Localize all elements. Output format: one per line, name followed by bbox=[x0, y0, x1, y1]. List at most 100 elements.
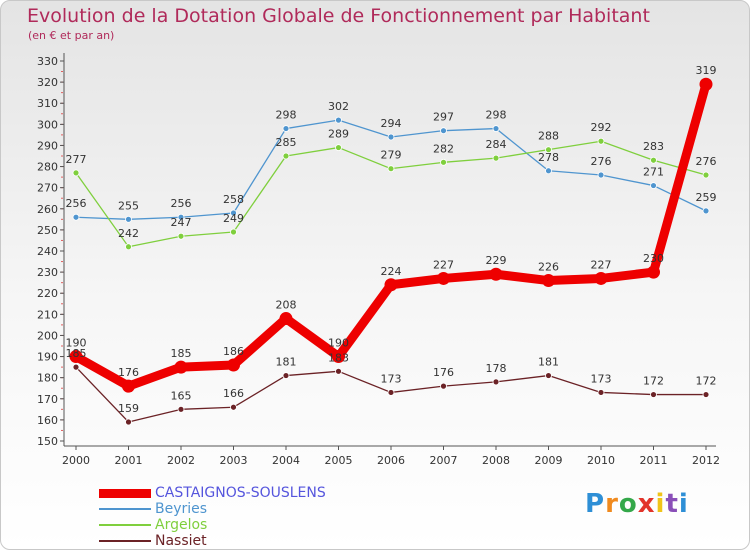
data-point-castaignos-souslens bbox=[542, 274, 555, 288]
data-label-beyries: 271 bbox=[643, 166, 664, 179]
data-point-beyries bbox=[177, 213, 185, 221]
legend-label: Argelos bbox=[155, 517, 208, 533]
data-label-castaignos-souslens: 319 bbox=[696, 64, 717, 77]
y-tick-label: 210 bbox=[37, 308, 58, 321]
data-point-argelos bbox=[387, 165, 395, 173]
data-label-argelos: 283 bbox=[643, 140, 664, 153]
data-point-argelos bbox=[72, 169, 80, 177]
data-point-nassiet bbox=[650, 391, 657, 398]
x-tick-label: 2007 bbox=[430, 454, 458, 467]
data-point-nassiet bbox=[282, 372, 290, 379]
data-point-beyries bbox=[72, 213, 80, 221]
data-label-beyries: 256 bbox=[171, 197, 192, 210]
data-label-nassiet: 173 bbox=[591, 372, 612, 385]
y-tick-label: 260 bbox=[37, 203, 58, 216]
legend-swatch bbox=[99, 489, 151, 498]
data-point-argelos bbox=[125, 243, 132, 251]
data-point-nassiet bbox=[702, 391, 710, 398]
data-label-nassiet: 159 bbox=[118, 402, 139, 415]
data-point-beyries bbox=[492, 125, 500, 132]
data-label-beyries: 298 bbox=[276, 109, 297, 122]
data-label-beyries: 255 bbox=[118, 199, 139, 212]
data-point-argelos bbox=[230, 228, 237, 236]
data-point-castaignos-souslens bbox=[69, 350, 83, 364]
x-tick-label: 2010 bbox=[587, 454, 615, 467]
y-tick-label: 220 bbox=[37, 287, 58, 300]
chart-data-labels: 256 255 256 258 298 302 294 297 298 278 276 271 259 2… bbox=[66, 64, 717, 415]
data-point-castaignos-souslens bbox=[332, 350, 345, 364]
data-label-nassiet: 183 bbox=[328, 351, 349, 364]
y-tick-label: 190 bbox=[37, 351, 58, 364]
data-point-beyries bbox=[545, 167, 552, 175]
data-label-castaignos-souslens: 185 bbox=[171, 347, 192, 360]
chart-axes: 150 160 170 180 190 200 210 220 230 240 250 260 270 2… bbox=[37, 53, 720, 467]
data-label-nassiet: 166 bbox=[223, 387, 244, 400]
x-tick-label: 2012 bbox=[692, 454, 720, 467]
data-label-argelos: 247 bbox=[171, 216, 192, 229]
x-tick-label: 2008 bbox=[482, 454, 510, 467]
data-point-beyries bbox=[335, 116, 342, 124]
data-label-argelos: 276 bbox=[696, 155, 717, 168]
data-label-argelos: 289 bbox=[328, 128, 349, 141]
data-point-nassiet bbox=[125, 418, 132, 426]
y-tick-label: 240 bbox=[37, 245, 58, 258]
y-tick-label: 280 bbox=[37, 161, 58, 174]
data-label-beyries: 302 bbox=[328, 100, 349, 113]
data-label-castaignos-souslens: 186 bbox=[223, 345, 244, 358]
data-point-castaignos-souslens bbox=[594, 271, 608, 285]
logo-letter: i bbox=[655, 489, 666, 519]
legend-label: Beyries bbox=[155, 501, 208, 517]
logo-letter: x bbox=[637, 489, 656, 519]
chart-series bbox=[69, 77, 713, 426]
data-label-argelos: 285 bbox=[276, 136, 297, 149]
legend-label: CASTAIGNOS-SOUSLENS bbox=[155, 485, 326, 501]
data-label-nassiet: 172 bbox=[643, 375, 664, 388]
legend-swatch bbox=[99, 540, 151, 542]
data-point-beyries bbox=[597, 171, 605, 179]
legend-swatch bbox=[99, 508, 151, 510]
y-tick-label: 320 bbox=[37, 76, 58, 89]
data-label-castaignos-souslens: 226 bbox=[538, 261, 559, 274]
legend-swatch bbox=[99, 524, 151, 526]
data-point-nassiet bbox=[387, 389, 395, 396]
data-point-beyries bbox=[440, 127, 447, 135]
data-label-argelos: 284 bbox=[486, 138, 507, 151]
data-point-argelos bbox=[545, 146, 552, 154]
data-label-beyries: 298 bbox=[486, 109, 507, 122]
data-label-beyries: 259 bbox=[696, 191, 717, 204]
y-tick-label: 250 bbox=[37, 224, 58, 237]
data-label-nassiet: 178 bbox=[486, 362, 507, 375]
data-point-nassiet bbox=[597, 389, 605, 396]
data-label-argelos: 282 bbox=[433, 142, 454, 155]
x-tick-label: 2000 bbox=[62, 454, 90, 467]
chart-subtitle: (en € et par an) bbox=[28, 29, 115, 42]
data-point-argelos bbox=[492, 154, 500, 162]
x-tick-label: 2004 bbox=[272, 454, 300, 467]
x-tick-label: 2001 bbox=[115, 454, 143, 467]
data-label-beyries: 278 bbox=[538, 151, 559, 164]
data-label-castaignos-souslens: 230 bbox=[643, 252, 664, 265]
data-label-castaignos-souslens: 227 bbox=[591, 258, 612, 271]
x-tick-label: 2006 bbox=[377, 454, 405, 467]
data-point-argelos bbox=[440, 158, 447, 166]
logo-letter: o bbox=[618, 489, 638, 519]
data-point-castaignos-souslens bbox=[384, 278, 398, 292]
y-tick-label: 150 bbox=[37, 435, 58, 448]
data-point-beyries bbox=[230, 209, 237, 217]
data-point-castaignos-souslens bbox=[437, 271, 450, 285]
chart-title: Evolution de la Dotation Globale de Fonc… bbox=[27, 5, 650, 27]
x-tick-label: 2002 bbox=[167, 454, 195, 467]
y-tick-label: 160 bbox=[37, 414, 58, 427]
data-point-argelos bbox=[335, 144, 342, 151]
data-point-nassiet bbox=[177, 405, 185, 413]
data-label-beyries: 258 bbox=[223, 193, 244, 206]
data-label-argelos: 292 bbox=[591, 121, 612, 134]
data-label-castaignos-souslens: 176 bbox=[118, 366, 139, 379]
data-point-argelos bbox=[597, 137, 605, 145]
data-point-beyries bbox=[387, 133, 395, 141]
x-tick-label: 2011 bbox=[640, 454, 668, 467]
data-point-beyries bbox=[702, 207, 710, 215]
data-point-beyries bbox=[650, 182, 657, 189]
